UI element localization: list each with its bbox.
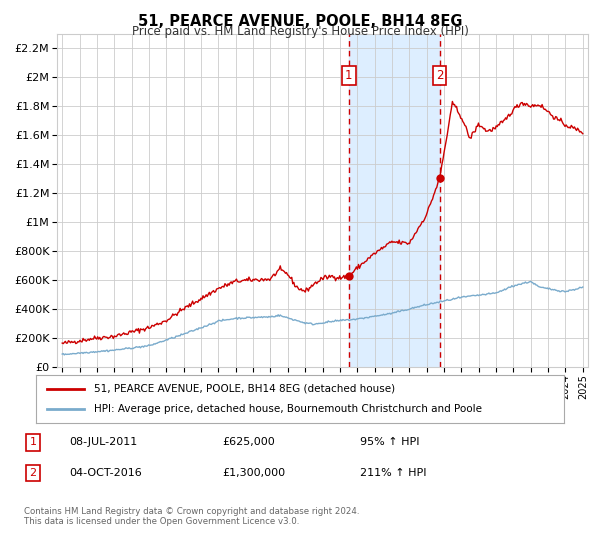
Bar xyxy=(349,34,440,367)
Text: 95% ↑ HPI: 95% ↑ HPI xyxy=(360,437,419,447)
Text: 1: 1 xyxy=(345,69,353,82)
Text: Price paid vs. HM Land Registry's House Price Index (HPI): Price paid vs. HM Land Registry's House … xyxy=(131,25,469,38)
Text: HPI: Average price, detached house, Bournemouth Christchurch and Poole: HPI: Average price, detached house, Bour… xyxy=(94,404,482,414)
Text: 1: 1 xyxy=(29,437,37,447)
Text: Contains HM Land Registry data © Crown copyright and database right 2024.
This d: Contains HM Land Registry data © Crown c… xyxy=(24,507,359,526)
Text: 2: 2 xyxy=(436,69,443,82)
Text: £1,300,000: £1,300,000 xyxy=(222,468,285,478)
Text: 04-OCT-2016: 04-OCT-2016 xyxy=(69,468,142,478)
Text: 51, PEARCE AVENUE, POOLE, BH14 8EG (detached house): 51, PEARCE AVENUE, POOLE, BH14 8EG (deta… xyxy=(94,384,395,394)
Text: 51, PEARCE AVENUE, POOLE, BH14 8EG: 51, PEARCE AVENUE, POOLE, BH14 8EG xyxy=(138,14,462,29)
Text: 2: 2 xyxy=(29,468,37,478)
Text: £625,000: £625,000 xyxy=(222,437,275,447)
Text: 08-JUL-2011: 08-JUL-2011 xyxy=(69,437,137,447)
Text: 211% ↑ HPI: 211% ↑ HPI xyxy=(360,468,427,478)
